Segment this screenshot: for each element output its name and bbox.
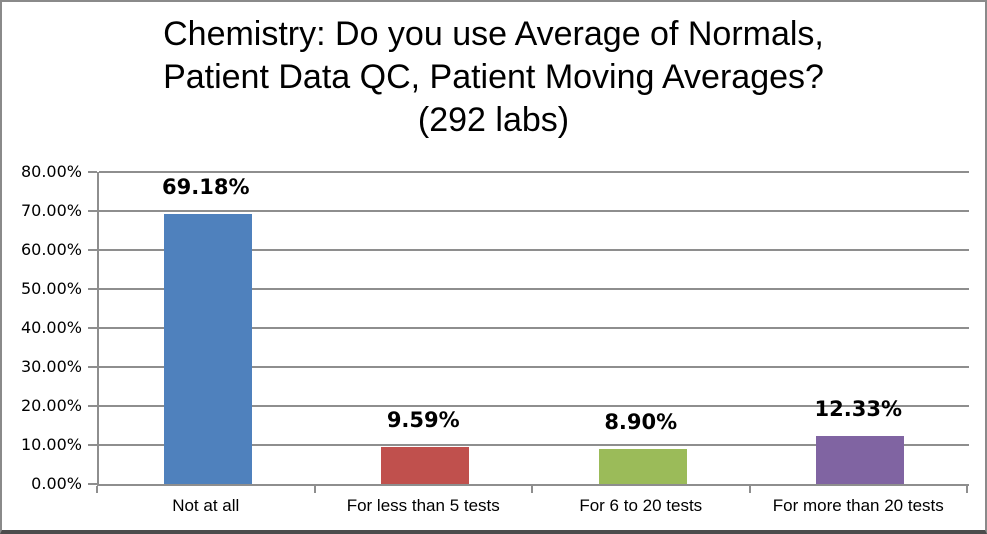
y-tick-label-20: 20.00% — [20, 396, 82, 415]
gridline-50 — [99, 288, 969, 290]
x-category-label-4: For more than 20 tests — [772, 496, 944, 515]
y-tick-mark-60 — [88, 249, 97, 251]
y-tick-mark-40 — [88, 327, 97, 329]
y-tick-label-0: 0.00% — [31, 474, 82, 493]
bar-value-label-1: 69.18% — [162, 175, 250, 199]
y-tick-label-10: 10.00% — [20, 435, 82, 454]
x-category-label-1: Not at all — [172, 496, 240, 515]
x-tick-mark-2 — [531, 486, 533, 493]
chart-title: Chemistry: Do you use Average of Normals… — [2, 13, 985, 142]
x-category-label-3: For 6 to 20 tests — [579, 496, 703, 515]
y-tick-mark-80 — [88, 171, 97, 173]
x-tick-mark-3 — [748, 486, 751, 493]
bar-value-label-2: 9.59% — [386, 408, 460, 432]
gridline-10 — [99, 444, 969, 446]
y-tick-label-80: 80.00% — [20, 162, 82, 181]
gridline-40 — [99, 327, 969, 329]
gridline-20 — [99, 405, 969, 407]
gridline-60 — [99, 249, 969, 251]
gridline-80 — [99, 171, 969, 173]
y-tick-mark-10 — [88, 444, 97, 446]
gridline-70 — [99, 210, 969, 212]
chart-title-line-2: Patient Data QC, Patient Moving Averages… — [163, 58, 824, 96]
bar-4 — [816, 436, 905, 484]
y-tick-mark-0 — [88, 483, 97, 485]
y-tick-label-30: 30.00% — [20, 357, 82, 376]
x-category-label-2: For less than 5 tests — [346, 496, 500, 515]
y-tick-label-60: 60.00% — [20, 240, 82, 259]
x-tick-mark-4 — [966, 486, 968, 493]
chart-title-line-3: (292 labs) — [417, 101, 570, 139]
y-tick-mark-20 — [88, 405, 97, 407]
plot-area — [97, 171, 969, 486]
bar-value-label-4: 12.33% — [814, 397, 902, 421]
bar-1 — [163, 214, 252, 484]
y-tick-mark-70 — [88, 210, 97, 212]
bar-value-label-3: 8.90% — [604, 410, 678, 434]
y-tick-label-70: 70.00% — [20, 201, 82, 220]
chart-title-line-1: Chemistry: Do you use Average of Normals… — [163, 15, 824, 53]
y-tick-mark-30 — [88, 366, 97, 368]
y-tick-label-40: 40.00% — [20, 318, 82, 337]
bar-3 — [598, 449, 687, 484]
gridline-30 — [99, 366, 969, 368]
bar-2 — [381, 447, 470, 484]
y-tick-label-50: 50.00% — [20, 279, 82, 298]
x-tick-mark-0 — [96, 486, 98, 493]
y-tick-mark-50 — [88, 288, 97, 290]
x-tick-mark-1 — [313, 486, 316, 493]
